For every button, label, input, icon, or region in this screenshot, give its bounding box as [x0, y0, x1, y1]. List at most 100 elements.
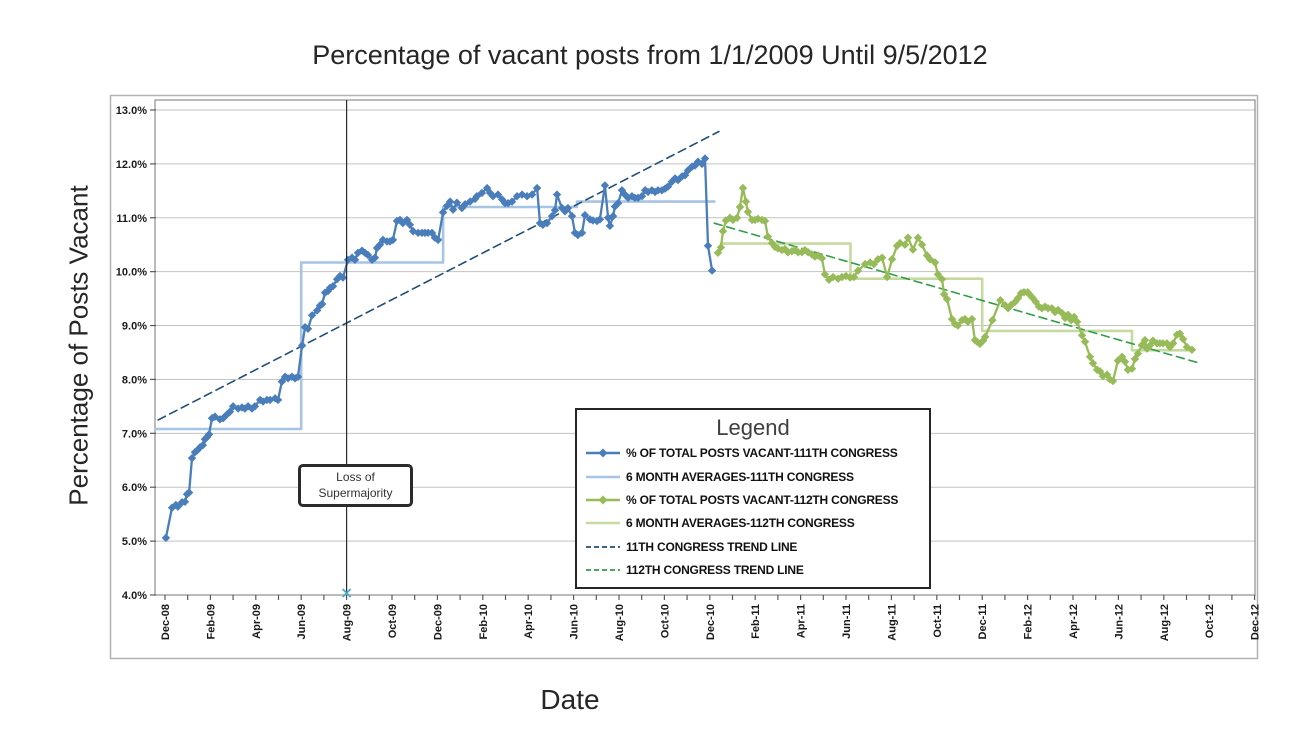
data-point-marker — [953, 321, 963, 330]
data-point-marker — [1023, 287, 1032, 297]
x-tick-label: Feb-11 — [750, 604, 762, 639]
data-point-marker — [225, 407, 235, 416]
data-point-marker — [477, 188, 487, 198]
series-vacant-111 — [161, 154, 717, 543]
data-point-marker — [922, 251, 932, 260]
data-point-marker — [718, 227, 728, 236]
data-point-marker — [683, 166, 693, 175]
data-point-marker — [218, 414, 228, 423]
legend-title: Legend — [716, 415, 790, 440]
data-point-marker — [1140, 335, 1150, 345]
data-point-marker — [963, 317, 973, 326]
data-point-marker — [877, 253, 887, 262]
data-point-marker — [328, 282, 338, 291]
x-tick-label: Oct-12 — [1204, 604, 1216, 638]
data-point-marker — [670, 174, 680, 183]
chart-title: Percentage of vacant posts from 1/1/2009… — [312, 40, 988, 70]
data-point-marker — [388, 235, 398, 245]
x-tick-label: Dec-12 — [1250, 604, 1262, 640]
data-point-marker — [338, 273, 348, 282]
data-point-marker — [947, 314, 957, 324]
data-point-marker — [1105, 375, 1115, 384]
series-trend-111 — [157, 130, 720, 421]
data-point-marker — [1168, 339, 1178, 348]
data-point-marker — [161, 533, 171, 543]
data-point-marker — [1182, 342, 1192, 352]
data-point-marker — [1077, 331, 1087, 340]
data-point-marker — [535, 218, 545, 228]
y-tick-label: 10.0% — [116, 267, 147, 279]
data-point-marker — [713, 248, 723, 257]
data-point-marker — [184, 488, 194, 497]
data-point-marker — [613, 199, 623, 208]
supermajority-x-marker — [341, 588, 352, 598]
legend-item: 6 MONTH AVERAGES-111TH CONGRESS — [577, 465, 929, 488]
data-point-marker — [930, 258, 940, 267]
data-point-marker — [433, 235, 443, 245]
data-point-marker — [370, 253, 380, 262]
data-point-marker — [577, 228, 587, 238]
data-point-marker — [887, 255, 897, 264]
x-tick-label: Apr-09 — [251, 604, 263, 639]
data-point-marker — [693, 157, 703, 166]
data-point-marker — [303, 324, 313, 333]
x-tick-label: Aug-10 — [614, 604, 626, 641]
data-point-marker — [567, 211, 577, 221]
x-tick-label: Oct-09 — [387, 604, 399, 638]
legend-swatch-line-diamond — [586, 495, 620, 505]
data-point-marker — [900, 240, 910, 249]
x-tick-label: Apr-12 — [1068, 604, 1080, 639]
data-point-marker — [942, 294, 952, 304]
x-tick-label: Oct-10 — [659, 604, 671, 638]
data-point-marker — [180, 497, 190, 506]
x-tick-label: Aug-11 — [886, 604, 898, 641]
outer-border — [109, 94, 1259, 660]
diamond-marker-icon — [598, 448, 608, 458]
data-point-marker — [1066, 315, 1076, 325]
data-point-marker — [542, 218, 552, 228]
data-point-marker — [797, 248, 807, 257]
data-point-marker — [790, 245, 800, 255]
data-point-marker — [1053, 305, 1063, 315]
y-tick-label: 4.0% — [122, 590, 147, 602]
data-point-marker — [892, 241, 902, 250]
data-point-marker — [908, 245, 918, 254]
y-tick-label: 6.0% — [122, 482, 147, 494]
data-point-marker — [869, 259, 879, 269]
data-point-marker — [673, 175, 683, 185]
data-point-marker — [187, 453, 197, 463]
data-point-marker — [660, 184, 670, 193]
legend-item: % OF TOTAL POSTS VACANT-111TH CONGRESS — [577, 442, 929, 465]
y-tick-label: 8.0% — [122, 374, 147, 386]
data-point-marker — [1034, 302, 1044, 311]
data-point-marker — [807, 250, 817, 259]
data-point-marker — [600, 181, 610, 190]
data-point-marker — [703, 241, 713, 250]
data-point-marker — [800, 245, 810, 255]
data-point-marker — [988, 315, 997, 325]
y-tick-label: 9.0% — [122, 321, 147, 333]
data-point-marker — [273, 395, 283, 405]
legend-item: 112TH CONGRESS TREND LINE — [577, 558, 929, 581]
x-tick-label: Feb-10 — [478, 604, 490, 639]
data-point-marker — [760, 216, 770, 226]
data-point-marker — [608, 211, 618, 221]
data-point-marker — [1040, 302, 1050, 311]
data-point-marker — [767, 238, 777, 248]
data-point-marker — [405, 220, 415, 229]
data-point-marker — [452, 198, 462, 207]
data-point-marker — [617, 186, 627, 195]
legend-item-label: % OF TOTAL POSTS VACANT-111TH CONGRESS — [626, 446, 898, 461]
legend-item-label: 11TH CONGRESS TREND LINE — [626, 539, 798, 554]
legend-swatch-line-diamond — [586, 448, 620, 458]
data-point-marker — [1088, 359, 1098, 368]
data-point-marker — [448, 205, 458, 214]
x-tick-label: Dec-10 — [705, 604, 717, 640]
loss-of-supermajority-callout: Loss of Supermajority — [298, 464, 413, 507]
legend-item: 11TH CONGRESS TREND LINE — [577, 535, 929, 558]
data-point-marker — [532, 183, 542, 193]
data-point-marker — [849, 272, 859, 282]
series-avg-112 — [719, 242, 1195, 352]
x-axis: Dec-08 Feb-09 Apr-09 Jun-09 Aug-09 Oct-09 Dec-… — [160, 595, 1262, 641]
